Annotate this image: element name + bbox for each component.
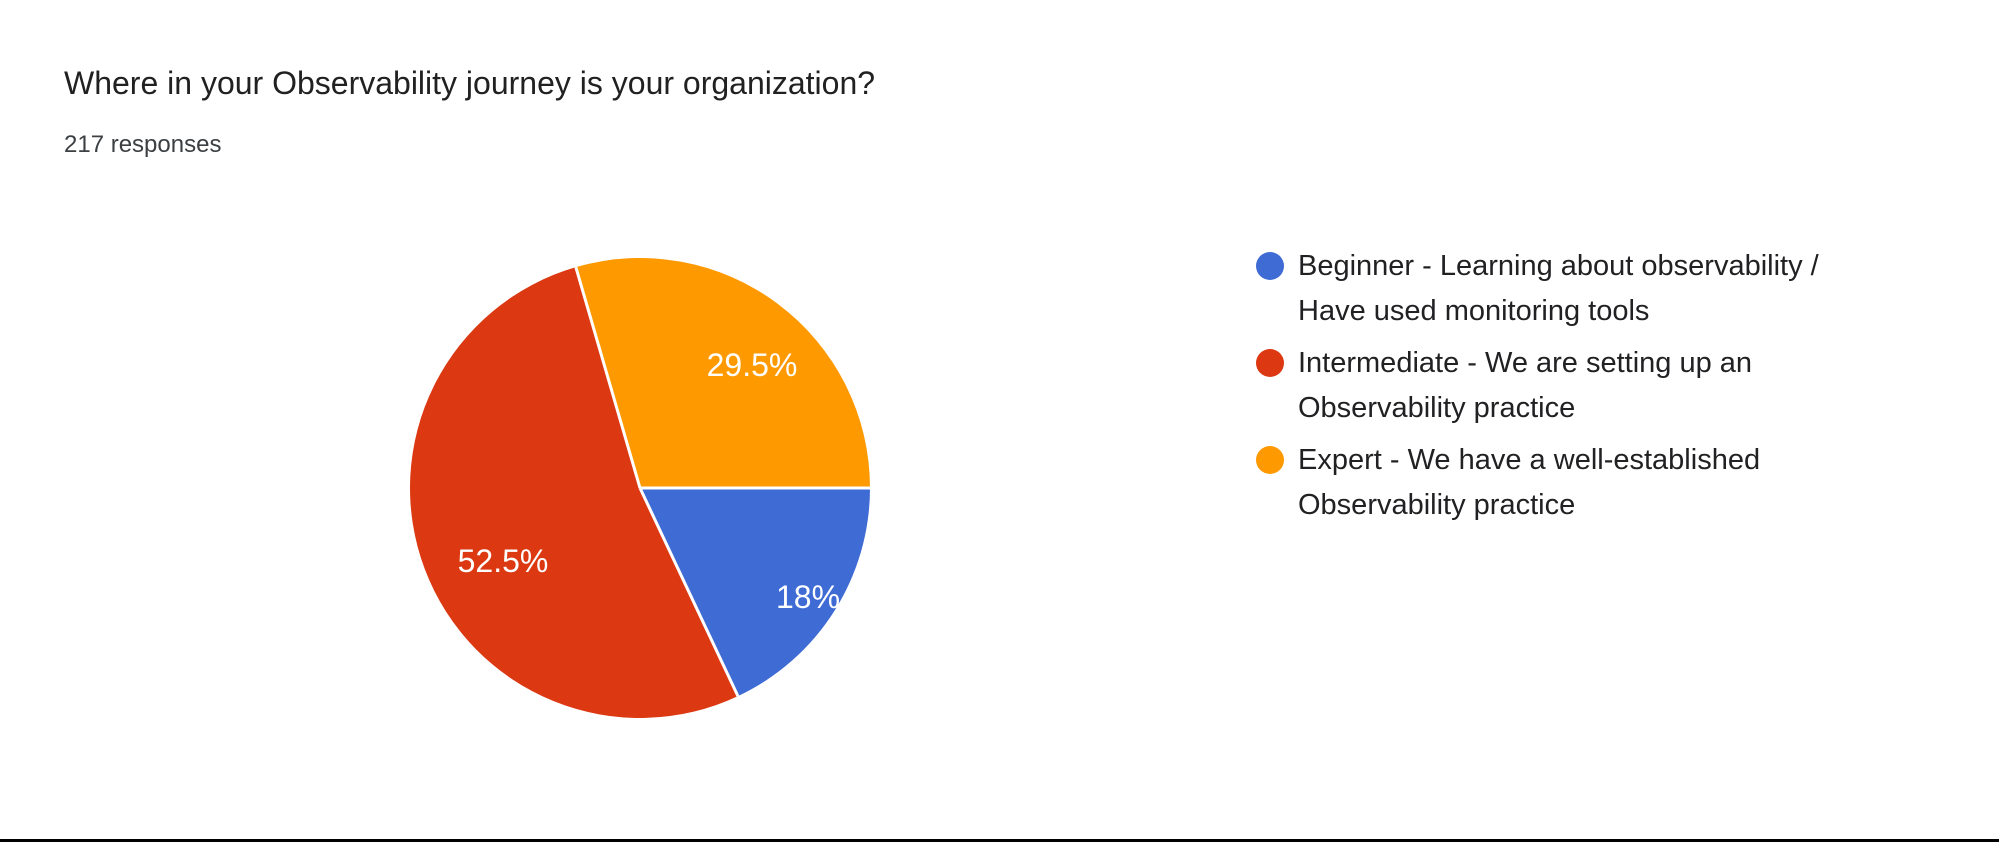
- slice-separator: [574, 266, 642, 489]
- legend-dot-beginner: [1256, 252, 1284, 280]
- pie-slice-label: 29.5%: [707, 347, 798, 383]
- pie-slice-label: 52.5%: [458, 543, 549, 579]
- legend-item-expert: Expert - We have a well-established Obse…: [1256, 438, 1956, 528]
- legend-dot-intermediate: [1256, 349, 1284, 377]
- legend-label: Beginner - Learning about observability …: [1298, 244, 1819, 334]
- legend-label: Intermediate - We are setting up an Obse…: [1298, 341, 1752, 431]
- legend-label-line: Intermediate - We are setting up an: [1298, 347, 1753, 379]
- legend-label-line: Observability practice: [1298, 392, 1576, 424]
- pie-slice-0[interactable]: [640, 488, 870, 697]
- legend-label: Expert - We have a well-established Obse…: [1298, 438, 1760, 528]
- legend-item-beginner: Beginner - Learning about observability …: [1256, 244, 1956, 334]
- legend-label-line: Beginner - Learning about observability …: [1298, 250, 1819, 282]
- slice-separator: [638, 487, 740, 697]
- legend-item-intermediate: Intermediate - We are setting up an Obse…: [1256, 341, 1956, 431]
- responses-count: 217 responses: [64, 131, 222, 158]
- bottom-border: [0, 839, 1999, 842]
- pie-slice-label: 18%: [776, 579, 840, 615]
- legend-dot-expert: [1256, 446, 1284, 474]
- pie-slice-1[interactable]: [409, 267, 738, 719]
- question-title: Where in your Observability journey is y…: [64, 65, 876, 101]
- legend-label-line: Expert - We have a well-established: [1298, 444, 1761, 476]
- pie-chart: 18% 52.5% 29.5%: [409, 258, 870, 719]
- pie-slice-2[interactable]: [575, 258, 870, 488]
- legend-label-line: Have used monitoring tools: [1298, 295, 1650, 327]
- chart-legend: Beginner - Learning about observability …: [1256, 244, 1956, 535]
- legend-label-line: Observability practice: [1298, 489, 1576, 521]
